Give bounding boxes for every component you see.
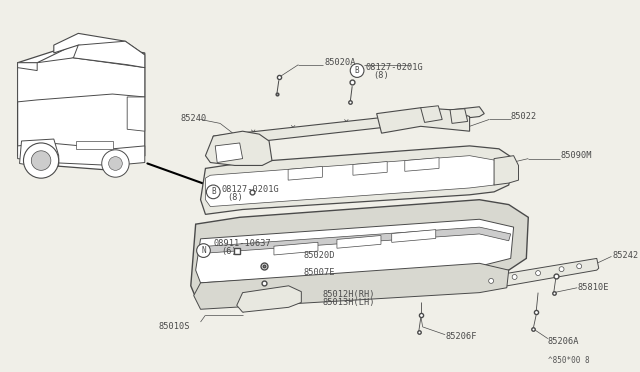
Text: B: B [355, 66, 360, 75]
Text: 85010S: 85010S [159, 322, 190, 331]
Polygon shape [494, 155, 518, 185]
Text: B: B [211, 187, 216, 196]
Polygon shape [377, 108, 470, 133]
Circle shape [559, 267, 564, 272]
Polygon shape [18, 143, 145, 166]
Circle shape [512, 275, 517, 279]
Text: (6): (6) [221, 247, 237, 256]
Text: (8): (8) [374, 71, 390, 80]
Polygon shape [404, 158, 439, 171]
Text: N: N [201, 246, 206, 255]
Text: 85810E: 85810E [577, 283, 609, 292]
Circle shape [196, 244, 211, 257]
Polygon shape [288, 166, 323, 180]
Polygon shape [74, 41, 145, 68]
Text: 85020A: 85020A [325, 58, 356, 67]
Polygon shape [213, 107, 484, 146]
Text: 08127-0201G: 08127-0201G [366, 63, 424, 72]
Polygon shape [477, 259, 599, 291]
Polygon shape [200, 227, 511, 253]
Polygon shape [337, 235, 381, 248]
Polygon shape [194, 263, 509, 309]
Polygon shape [237, 286, 301, 312]
Circle shape [109, 157, 122, 170]
Text: 85240: 85240 [181, 113, 207, 123]
Polygon shape [76, 141, 113, 149]
Circle shape [102, 150, 129, 177]
Text: 08127-0201G: 08127-0201G [221, 185, 279, 194]
Circle shape [207, 185, 220, 199]
Circle shape [31, 151, 51, 170]
Text: 85242: 85242 [612, 251, 639, 260]
Polygon shape [127, 97, 145, 131]
Text: 85206F: 85206F [445, 332, 477, 341]
Polygon shape [274, 242, 318, 255]
Text: 85013H(LH): 85013H(LH) [323, 298, 375, 307]
Polygon shape [37, 45, 145, 71]
Text: 85090M: 85090M [561, 151, 592, 160]
Polygon shape [54, 33, 145, 55]
Circle shape [577, 264, 582, 269]
Text: 85020D: 85020D [303, 251, 335, 260]
Polygon shape [18, 63, 37, 71]
Circle shape [24, 143, 59, 178]
Polygon shape [215, 143, 243, 163]
Polygon shape [205, 155, 497, 206]
Polygon shape [18, 58, 145, 102]
Circle shape [536, 270, 541, 276]
Text: (8): (8) [227, 193, 243, 202]
Polygon shape [191, 200, 528, 298]
Polygon shape [353, 161, 387, 175]
Polygon shape [450, 109, 468, 124]
Polygon shape [20, 139, 59, 169]
Circle shape [350, 64, 364, 77]
Circle shape [489, 279, 493, 283]
Text: 85206A: 85206A [548, 337, 579, 346]
Polygon shape [205, 131, 272, 166]
Text: 85007E: 85007E [303, 268, 335, 277]
Polygon shape [196, 219, 514, 283]
Polygon shape [392, 230, 436, 242]
Polygon shape [18, 43, 145, 170]
Text: 85012H(RH): 85012H(RH) [323, 290, 375, 299]
Text: 08911-10637: 08911-10637 [213, 239, 271, 248]
Polygon shape [420, 106, 442, 122]
Text: ^850*00 8: ^850*00 8 [548, 356, 589, 365]
Text: 85022: 85022 [511, 112, 537, 121]
Polygon shape [200, 146, 514, 214]
